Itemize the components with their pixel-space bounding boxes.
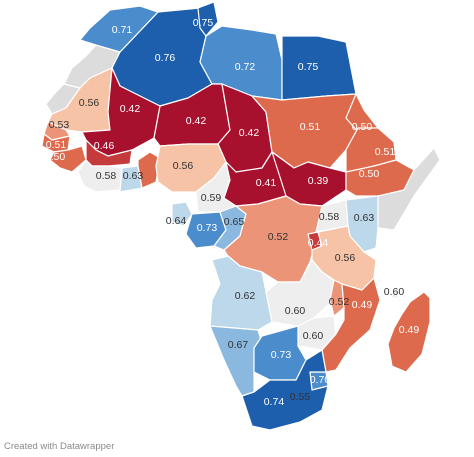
value-label-tunisia: 0.75 — [193, 17, 214, 29]
value-label-zambia: 0.60 — [285, 305, 306, 317]
country-madagascar — [387, 291, 431, 373]
country-somalia — [377, 147, 441, 231]
value-labels: 0.76 0.71 0.75 0.72 0.75 0.56 0.42 0.42 0.42 0.51… — [45, 17, 420, 408]
datawrapper-credit: Created with Datawrapper — [4, 441, 115, 452]
value-label-botswana: 0.73 — [271, 349, 292, 361]
value-label-niger: 0.42 — [186, 115, 207, 127]
country-comoros — [391, 289, 399, 299]
value-label-namibia: 0.67 — [228, 339, 249, 351]
country-south-africa — [241, 349, 329, 431]
value-label-libya: 0.72 — [235, 61, 256, 73]
country-malawi — [329, 279, 345, 317]
value-label-djibouti-ethiopia-east: 0.50 — [359, 168, 380, 180]
value-label-ghana: 0.63 — [123, 170, 144, 182]
value-label-mauritania: 0.56 — [79, 97, 100, 109]
value-label-eq-guinea: 0.64 — [166, 215, 187, 227]
value-label-rwanda-burundi: 0.44 — [308, 237, 329, 249]
value-label-ethiopia: 0.51 — [375, 146, 396, 158]
value-label-guinea-bissau: 0.51 — [46, 139, 67, 151]
value-label-madagascar: 0.49 — [399, 324, 420, 336]
value-label-comoros: 0.60 — [384, 286, 405, 298]
country-tunisia — [197, 1, 219, 37]
value-label-car: 0.41 — [256, 177, 277, 189]
country-guinea — [49, 145, 87, 173]
value-label-eritrea: 0.50 — [352, 121, 373, 133]
value-label-uganda: 0.58 — [319, 211, 340, 223]
country-tunisia-north — [79, 5, 159, 53]
value-label-mali: 0.42 — [120, 103, 141, 115]
country-eritrea — [345, 93, 379, 133]
value-label-zimbabwe: 0.60 — [303, 330, 324, 342]
value-label-congo: 0.65 — [224, 216, 245, 228]
country-egypt — [281, 35, 357, 101]
value-label-tunisia-north: 0.71 — [112, 24, 133, 36]
value-label-burkina-faso: 0.46 — [94, 140, 115, 152]
value-label-sudan: 0.51 — [300, 121, 321, 133]
value-label-drc: 0.52 — [268, 231, 289, 243]
country-sudan — [251, 93, 359, 169]
value-label-algeria: 0.76 — [155, 52, 176, 64]
value-label-south-africa: 0.74 — [264, 396, 285, 408]
country-togo-benin — [137, 151, 161, 189]
value-label-egypt: 0.75 — [298, 61, 319, 73]
value-label-cote-divoire: 0.58 — [96, 170, 117, 182]
value-label-tanzania: 0.56 — [335, 252, 356, 264]
value-label-cameroon: 0.59 — [201, 192, 222, 204]
value-label-chad: 0.42 — [239, 127, 260, 139]
country-shapes — [41, 1, 441, 431]
value-label-guinea: 0.50 — [45, 151, 66, 163]
value-label-eswatini: 0.70 — [310, 374, 331, 386]
value-label-kenya: 0.63 — [354, 212, 375, 224]
value-label-mozambique: 0.49 — [352, 299, 373, 311]
country-mozambique — [321, 277, 381, 373]
value-label-senegal: 0.53 — [49, 119, 70, 131]
value-label-lesotho: 0.55 — [290, 391, 311, 403]
value-label-gabon: 0.73 — [197, 222, 218, 234]
value-label-angola: 0.62 — [235, 290, 256, 302]
country-eq-guinea — [171, 201, 193, 227]
value-label-nigeria: 0.56 — [173, 160, 194, 172]
value-label-malawi: 0.52 — [329, 296, 350, 308]
value-label-south-sudan: 0.39 — [308, 175, 329, 187]
